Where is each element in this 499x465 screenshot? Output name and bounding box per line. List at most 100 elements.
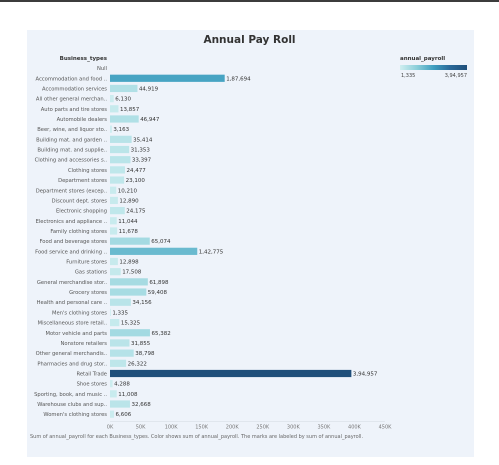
bar[interactable] (110, 339, 130, 347)
category-label: General merchandise stor.. (37, 280, 107, 286)
legend-max-label: 3,94,957 (444, 73, 467, 79)
data-label: 23,100 (126, 178, 146, 184)
category-label: Motor vehicle and parts (45, 331, 107, 337)
data-label: 11,008 (118, 392, 138, 398)
data-label: 65,382 (151, 331, 170, 337)
bar[interactable] (110, 390, 117, 398)
category-label: Electronics and appliance .. (36, 219, 108, 225)
data-label: 3,94,957 (353, 371, 378, 377)
legend-title: annual_payroll (400, 56, 446, 62)
data-label: 1,42,775 (199, 249, 224, 255)
data-label: 11,678 (119, 229, 139, 235)
x-tick-label: 300K (287, 424, 301, 430)
category-label: Department stores (58, 178, 107, 184)
category-label: Warehouse clubs and sup.. (37, 402, 107, 408)
bar[interactable] (110, 186, 117, 194)
data-label: 1,87,694 (226, 76, 251, 82)
bar[interactable] (110, 257, 118, 266)
bar[interactable] (110, 369, 352, 378)
bar[interactable] (110, 380, 113, 388)
category-label: All other general merchan.. (36, 97, 107, 103)
bar[interactable] (110, 156, 131, 164)
category-label: Nonstore retailers (61, 341, 108, 347)
bar[interactable] (110, 329, 150, 337)
category-label: Health and personal care .. (37, 300, 108, 306)
bar[interactable] (110, 125, 112, 133)
category-label: Miscellaneous store retail.. (38, 321, 108, 327)
category-label: Family clothing stores (50, 229, 107, 235)
data-label: 33,397 (132, 158, 152, 164)
category-label: Beer, wine, and liquor sto.. (37, 127, 107, 133)
category-label: Gas stations (75, 270, 107, 276)
data-label: 24,477 (126, 168, 146, 174)
x-tick-label: 350K (317, 424, 331, 430)
category-label: Grocery stores (69, 290, 107, 296)
x-tick-label: 400K (348, 424, 362, 430)
bar[interactable] (110, 145, 130, 154)
bar[interactable] (110, 95, 114, 103)
bar[interactable] (110, 359, 127, 367)
category-label: Retail Trade (76, 371, 107, 377)
bar[interactable] (110, 176, 125, 184)
category-label: Accommodation services (42, 86, 107, 92)
data-label: 65,074 (151, 239, 171, 245)
bar[interactable] (110, 268, 121, 276)
data-label: 35,414 (133, 137, 153, 143)
bar[interactable] (110, 115, 139, 123)
category-label: Electronic shopping (56, 209, 107, 215)
x-tick-label: 100K (165, 424, 179, 430)
bar[interactable] (110, 318, 120, 327)
category-label: Clothing and accessories s.. (35, 158, 108, 164)
category-label: Automobile dealers (57, 117, 108, 123)
bar[interactable] (110, 135, 132, 143)
bar[interactable] (110, 298, 131, 306)
data-label: 6,606 (116, 412, 132, 418)
bar[interactable] (110, 308, 111, 317)
legend-min-label: 1,335 (401, 73, 416, 79)
data-label: 12,898 (119, 260, 139, 266)
category-label: Food service and drinking .. (35, 249, 107, 255)
legend-color-ramp[interactable] (400, 65, 467, 70)
category-label: Building mat. and supplie.. (37, 148, 107, 154)
bar[interactable] (110, 217, 117, 225)
bar[interactable] (110, 207, 125, 215)
data-label: 10,210 (118, 188, 138, 194)
x-tick-label: 50K (136, 424, 146, 430)
x-tick-label: 150K (195, 424, 209, 430)
data-label: 46,947 (140, 117, 160, 123)
bar[interactable] (110, 400, 130, 408)
data-label: 61,898 (149, 280, 169, 286)
category-label: Pharmacies and drug stor.. (37, 361, 107, 367)
data-label: 1,335 (112, 310, 128, 316)
bar[interactable] (110, 84, 138, 93)
bar[interactable] (110, 278, 148, 286)
bar[interactable] (110, 196, 118, 205)
bar[interactable] (110, 288, 147, 296)
category-label: Other general merchandis.. (36, 351, 108, 357)
category-label: Building mat. and garden .. (36, 137, 107, 143)
bar[interactable] (110, 74, 225, 82)
top-rule (0, 0, 499, 2)
x-tick-label: 450K (379, 424, 393, 430)
data-label: 15,325 (121, 321, 141, 327)
data-label: 17,508 (122, 270, 142, 276)
chart-caption: Sum of annual_payroll for each Business_… (30, 434, 364, 440)
category-label: Men's clothing stores (52, 310, 107, 316)
bar[interactable] (110, 349, 134, 357)
bar[interactable] (110, 410, 115, 418)
data-label: 44,919 (139, 86, 159, 92)
bar[interactable] (110, 247, 198, 255)
data-label: 11,044 (118, 219, 138, 225)
x-tick-label: 250K (256, 424, 270, 430)
data-label: 6,130 (115, 97, 131, 103)
data-label: 24,175 (126, 209, 146, 215)
x-tick-label: 200K (226, 424, 240, 430)
category-label: Clothing stores (68, 168, 107, 174)
category-label: Auto parts and tire stores (41, 107, 108, 113)
bar[interactable] (110, 227, 118, 235)
bar[interactable] (110, 105, 119, 113)
data-label: 38,798 (135, 351, 155, 357)
bar[interactable] (110, 237, 150, 245)
bar[interactable] (110, 166, 125, 174)
